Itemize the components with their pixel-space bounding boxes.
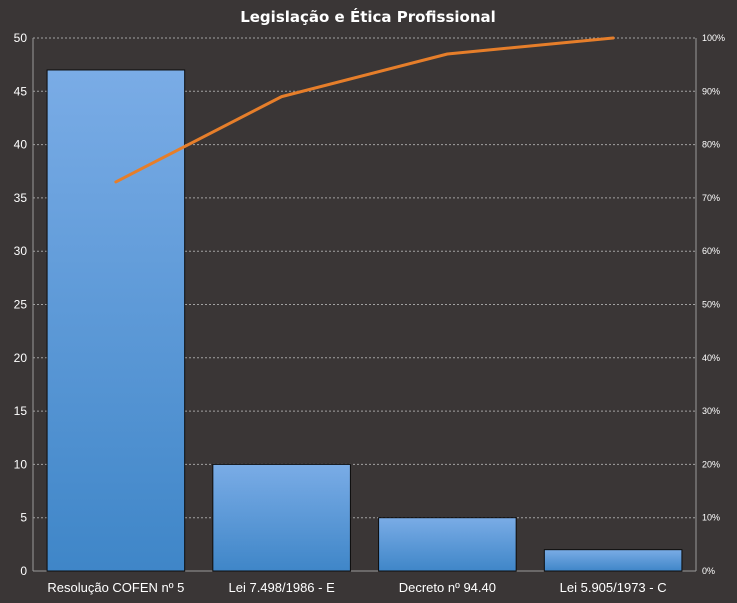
left-tick-label: 10 <box>14 457 28 471</box>
right-tick-label: 30% <box>702 406 720 416</box>
right-tick-label: 100% <box>702 33 725 43</box>
left-tick-label: 15 <box>14 404 28 418</box>
left-tick-label: 40 <box>14 138 28 152</box>
left-tick-label: 50 <box>14 31 28 45</box>
category-label: Resolução COFEN nº 5 <box>47 580 184 595</box>
bar <box>212 463 351 572</box>
right-tick-label: 60% <box>702 246 720 256</box>
left-tick-label: 20 <box>14 351 28 365</box>
right-tick-label: 10% <box>702 513 720 523</box>
cumulative-line-group <box>114 36 615 184</box>
left-tick-label: 30 <box>14 244 28 258</box>
right-tick-label: 20% <box>702 459 720 469</box>
right-tick-label: 40% <box>702 353 720 363</box>
right-tick-label: 80% <box>702 140 720 150</box>
category-label: Decreto nº 94.40 <box>399 580 496 595</box>
left-tick-label: 35 <box>14 191 28 205</box>
bars <box>46 69 683 572</box>
right-tick-label: 50% <box>702 300 720 310</box>
bar <box>46 69 186 572</box>
left-tick-label: 0 <box>20 564 27 578</box>
bar <box>378 517 517 572</box>
right-axis-ticks: 0% 10% 20% 30% 40% 50% 60% 70% 80% 90% 100% <box>702 33 725 576</box>
left-tick-label: 5 <box>20 511 27 525</box>
left-tick-label: 25 <box>14 298 28 312</box>
cumulative-line <box>114 36 615 184</box>
right-tick-label: 0% <box>702 566 715 576</box>
category-label: Lei 5.905/1973 - C <box>560 580 667 595</box>
right-tick-label: 90% <box>702 86 720 96</box>
category-label: Lei 7.498/1986 - E <box>229 580 336 595</box>
left-axis-ticks: 0 5 10 15 20 25 30 35 40 45 50 <box>14 31 28 578</box>
bar <box>543 549 683 572</box>
left-tick-label: 45 <box>14 84 28 98</box>
chart-title: Legislação e Ética Profissional <box>240 7 496 26</box>
category-labels: Resolução COFEN nº 5 Lei 7.498/1986 - E De… <box>47 580 666 595</box>
right-tick-label: 70% <box>702 193 720 203</box>
